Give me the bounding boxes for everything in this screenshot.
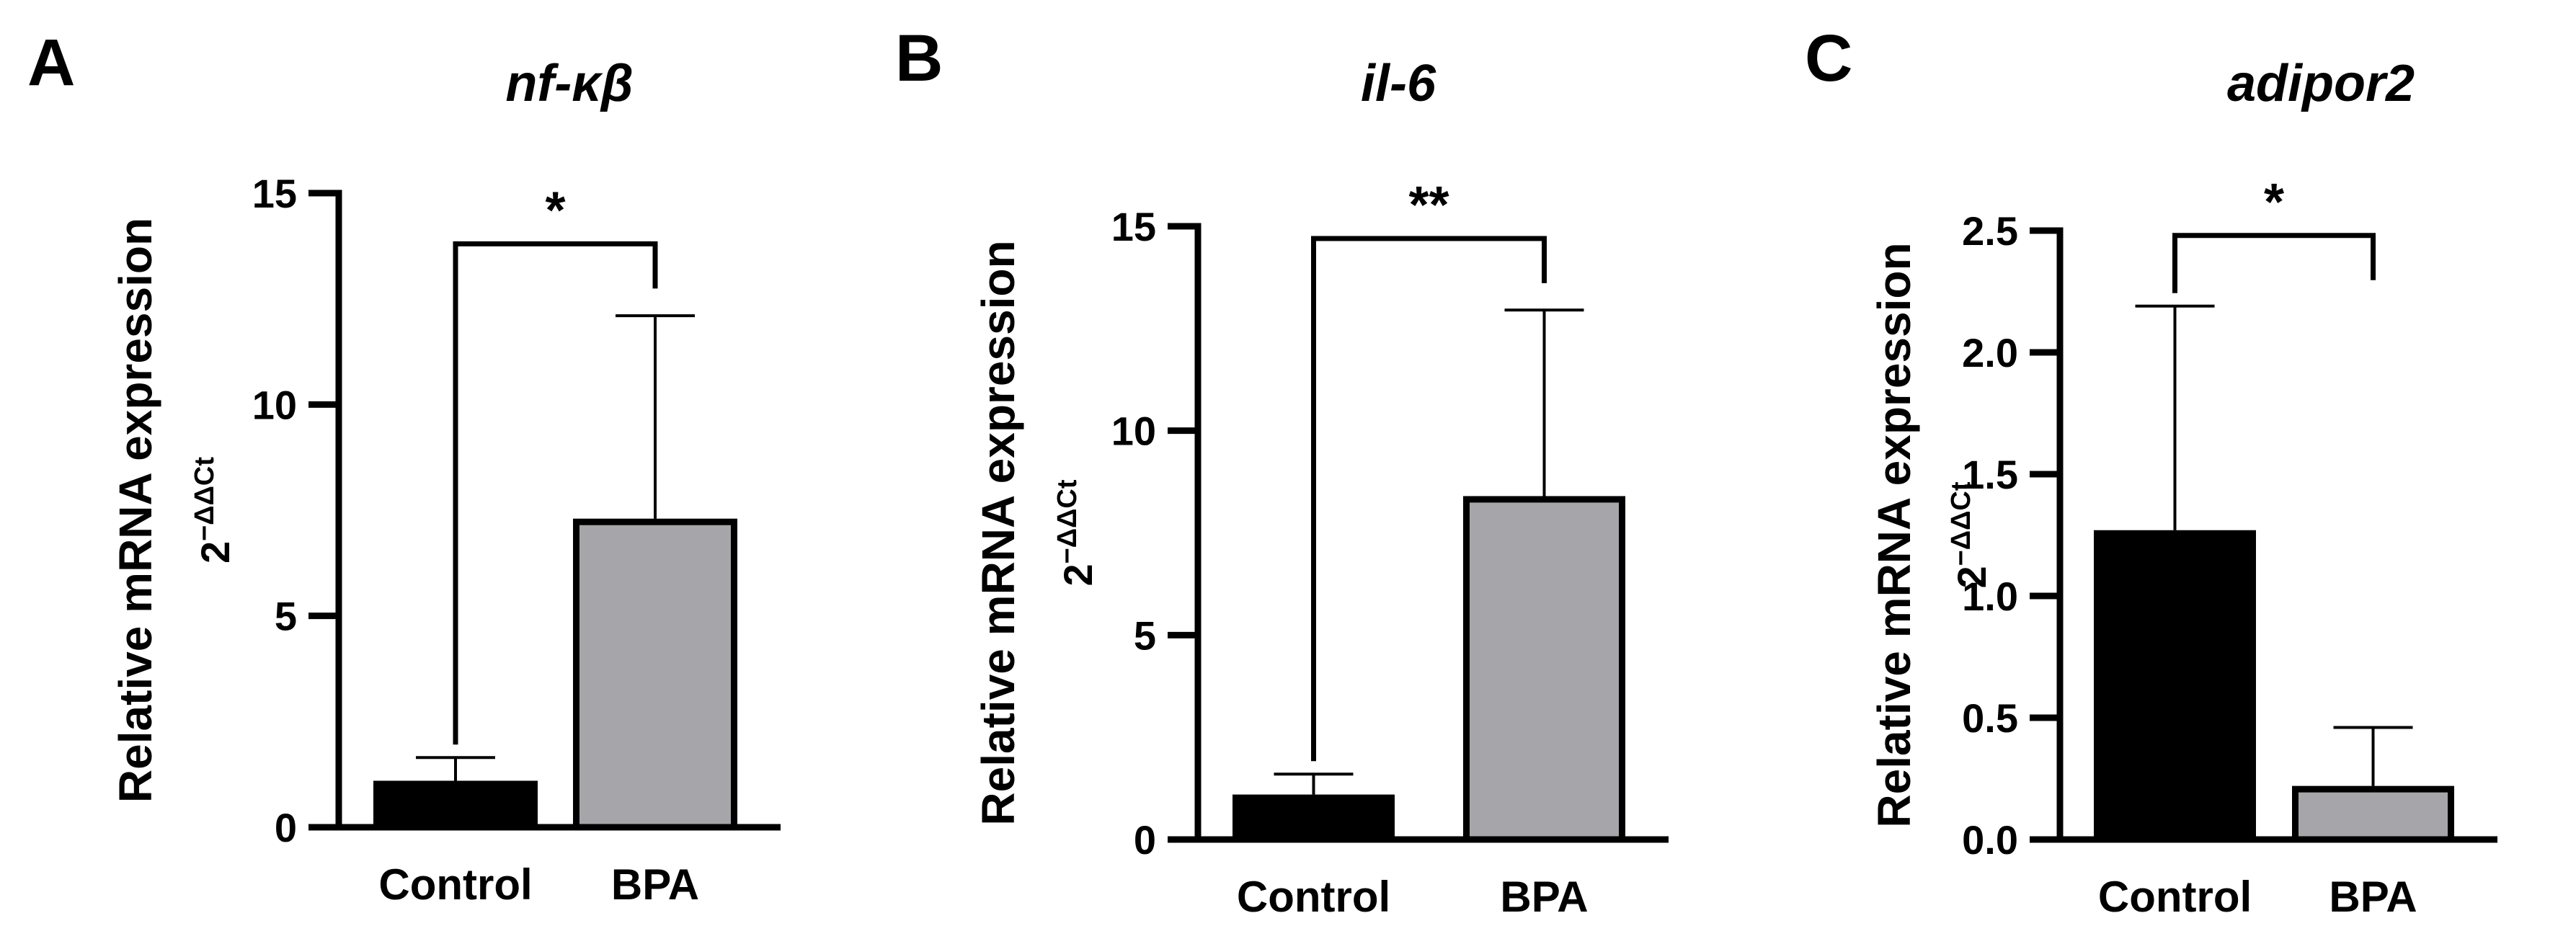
- x-category-label: BPA: [2329, 873, 2417, 921]
- panel-title: nf-κβ: [505, 55, 633, 112]
- bar-control: [2094, 530, 2256, 843]
- y-tick-label: 15: [1111, 204, 1156, 249]
- y-tick-label: 15: [252, 171, 297, 216]
- y-axis-sublabel-exponent: −ΔΔCt: [190, 457, 220, 541]
- bar-bpa: [2292, 785, 2454, 843]
- y-axis-sublabel: 2−ΔΔCt: [1052, 479, 1101, 586]
- y-tick-label: 1.5: [1962, 452, 2018, 497]
- significance-bracket: [453, 241, 658, 745]
- y-tick-label: 5: [1134, 613, 1156, 658]
- y-axis-sublabel-base: 2: [192, 541, 238, 564]
- y-axis-label: Relative mRNA expression: [972, 240, 1024, 825]
- y-axis-label: Relative mRNA expression: [1868, 242, 1920, 827]
- y-axis-sublabel: 2−ΔΔCt: [1946, 481, 1994, 588]
- x-category-label: Control: [378, 860, 532, 909]
- bar-bpa: [1463, 496, 1625, 843]
- x-category-label: Control: [1237, 873, 1390, 921]
- y-axis-sublabel-exponent: −ΔΔCt: [1946, 481, 1976, 566]
- y-axis-sublabel-base: 2: [1055, 564, 1101, 586]
- significance-bracket: [2172, 233, 2376, 293]
- y-tick-label: 5: [275, 594, 297, 639]
- y-axis-label: Relative mRNA expression: [110, 218, 161, 803]
- panel-letter: C: [1805, 22, 1852, 95]
- significance-marker: **: [1408, 177, 1449, 234]
- panel-title: il-6: [1361, 55, 1436, 112]
- bar-control: [1233, 794, 1395, 843]
- y-tick-label: 0.0: [1962, 817, 2018, 863]
- y-tick-label: 0: [275, 805, 297, 850]
- y-axis-sublabel: 2−ΔΔCt: [190, 457, 238, 564]
- bar-bpa: [573, 518, 737, 831]
- y-tick-label: 2.0: [1962, 330, 2018, 375]
- x-category-label: BPA: [611, 860, 699, 909]
- significance-marker: *: [545, 182, 565, 239]
- bar-control: [373, 780, 538, 831]
- y-tick-label: 0: [1134, 817, 1156, 863]
- panel-letter: A: [27, 26, 75, 99]
- y-axis-sublabel-base: 2: [1949, 566, 1994, 588]
- panel-title: adipor2: [2227, 55, 2415, 112]
- y-tick-label: 10: [1111, 409, 1156, 454]
- x-category-label: Control: [2098, 873, 2252, 921]
- x-category-label: BPA: [1500, 873, 1588, 921]
- panel-letter: B: [895, 22, 943, 95]
- significance-marker: *: [2264, 174, 2284, 231]
- y-axis-sublabel-exponent: −ΔΔCt: [1052, 479, 1083, 564]
- y-tick-label: 1.0: [1962, 574, 2018, 619]
- significance-bracket: [1311, 236, 1547, 762]
- y-tick-label: 2.5: [1962, 208, 2018, 254]
- y-tick-label: 0.5: [1962, 695, 2018, 741]
- y-tick-label: 10: [252, 382, 297, 427]
